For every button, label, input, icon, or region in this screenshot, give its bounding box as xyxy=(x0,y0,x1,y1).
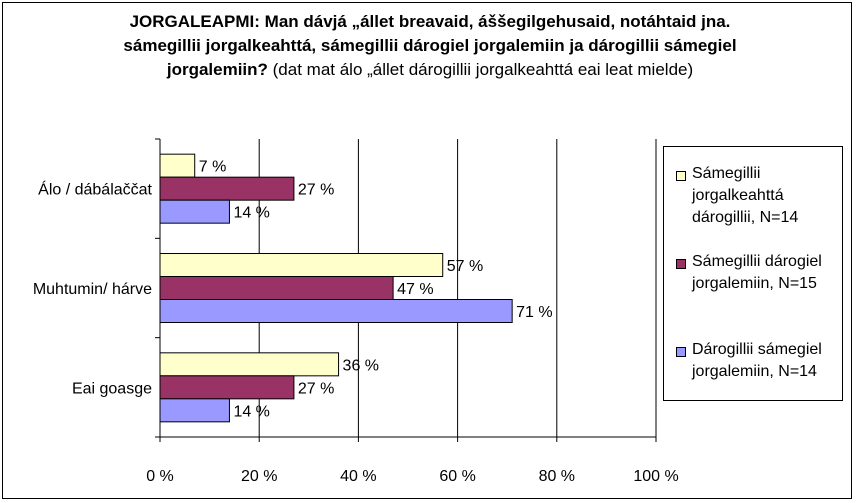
bar-1-2 xyxy=(159,299,513,323)
bar-0-0 xyxy=(159,153,196,178)
x-tick-label-5: 100 % xyxy=(633,468,678,485)
x-tick-label-2: 40 % xyxy=(340,468,376,485)
chart-title: JORGALEAPMI: Man dávjá „állet breavaid, … xyxy=(90,10,770,82)
bar-1-0 xyxy=(159,253,444,277)
data-label-1-1: 47 % xyxy=(397,281,433,298)
category-label-0: Álo / dábálaččat xyxy=(38,180,152,199)
data-label-0-1: 27 % xyxy=(298,182,334,199)
x-tick-label-3: 60 % xyxy=(439,468,475,485)
legend-swatch-1 xyxy=(676,171,686,181)
legend-label-1: Sámegillii jorgalkeahttá dárogillii, N=1… xyxy=(692,165,799,226)
bar-2-1 xyxy=(159,375,295,400)
data-label-0-2: 14 % xyxy=(233,205,269,222)
bar-0-1 xyxy=(159,176,295,201)
legend-swatch-3 xyxy=(676,347,686,357)
data-label-2-2: 14 % xyxy=(233,403,269,420)
x-tick-label-0: 0 % xyxy=(146,468,174,485)
category-label-1: Muhtumin/ hárve xyxy=(33,281,152,298)
bar-2-0 xyxy=(159,352,340,377)
legend-label-3: Dárogillii sámegiel jorgalemiin, N=14 xyxy=(692,341,822,380)
legend: Sámegillii jorgalkeahttá dárogillii, N=1… xyxy=(663,146,843,401)
x-tick-label-4: 80 % xyxy=(539,468,575,485)
bar-2-2 xyxy=(159,398,230,423)
data-label-2-0: 36 % xyxy=(343,357,379,374)
legend-label-2: Sámegillii dárogiel jorgalemiin, N=15 xyxy=(692,253,822,292)
category-label-2: Eai goasge xyxy=(72,380,152,397)
x-tick-label-1: 20 % xyxy=(241,468,277,485)
chart-title-bold: JORGALEAPMI: Man dávjá „állet breavaid, … xyxy=(123,12,737,79)
legend-swatch-2 xyxy=(676,259,686,269)
bar-1-1 xyxy=(159,276,394,300)
data-label-1-0: 57 % xyxy=(447,258,483,275)
data-label-1-2: 71 % xyxy=(516,304,552,321)
data-label-0-0: 7 % xyxy=(199,159,227,176)
bar-0-2 xyxy=(159,199,230,224)
data-label-2-1: 27 % xyxy=(298,380,334,397)
chart-title-normal: (dat mat álo „állet dárogillii jorgalkea… xyxy=(267,60,694,79)
